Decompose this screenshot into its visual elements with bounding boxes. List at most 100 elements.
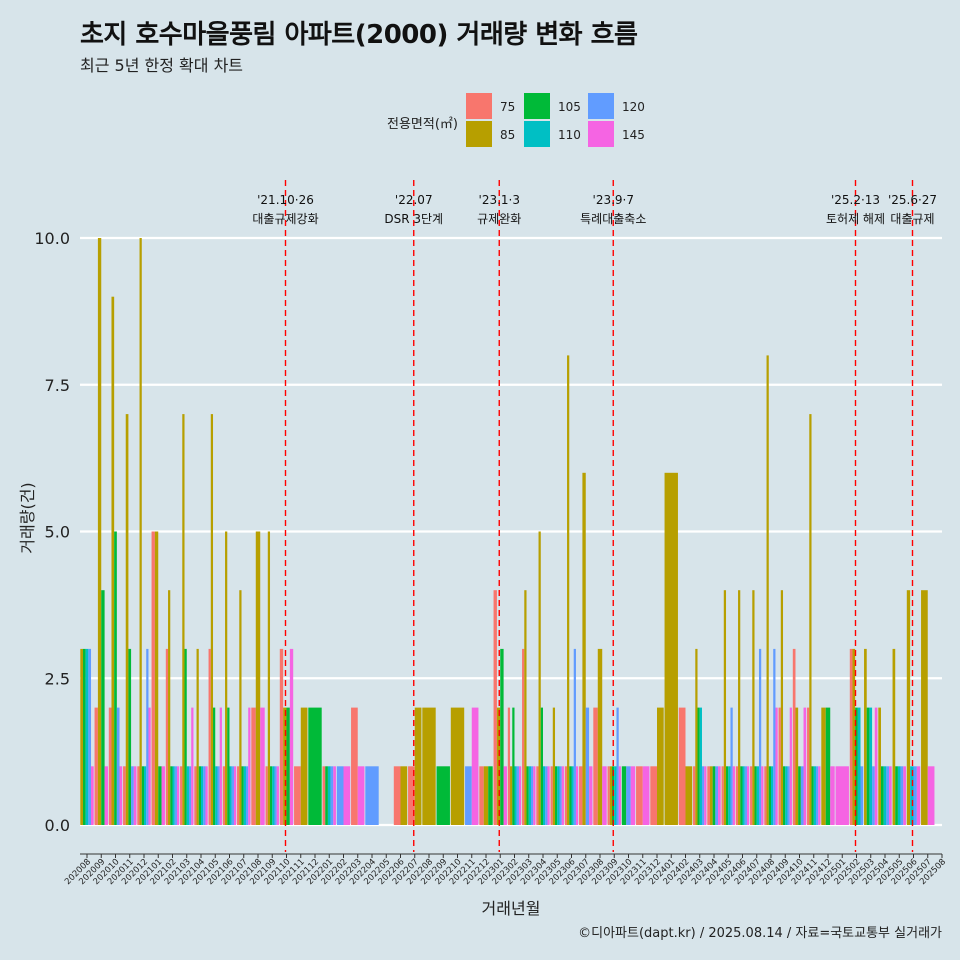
bar xyxy=(813,766,816,825)
y-tick-label: 2.5 xyxy=(45,669,70,688)
bar xyxy=(756,766,759,825)
bar xyxy=(260,707,265,825)
bar xyxy=(101,590,105,825)
bar xyxy=(789,707,792,825)
y-axis-title: 거래량(건) xyxy=(18,482,37,553)
bar xyxy=(699,707,702,825)
bar xyxy=(133,766,137,825)
event-date-label: '21.10·26 xyxy=(257,193,314,207)
bar xyxy=(289,648,294,825)
bar xyxy=(903,766,906,825)
bar xyxy=(773,648,776,825)
bar xyxy=(188,766,192,825)
event-date-label: '23.1·3 xyxy=(479,193,520,207)
bar xyxy=(758,648,762,825)
bar xyxy=(528,766,531,825)
bar xyxy=(913,766,917,825)
bar xyxy=(123,766,126,825)
bar xyxy=(500,648,504,825)
bar xyxy=(325,766,328,825)
bar xyxy=(880,766,884,825)
bar xyxy=(526,766,529,825)
bar xyxy=(787,766,790,825)
bar xyxy=(239,590,242,825)
bar xyxy=(365,766,379,825)
bar xyxy=(219,707,222,825)
event-name-label: DSR 3단계 xyxy=(384,212,443,226)
bar xyxy=(170,766,173,825)
bar xyxy=(148,707,151,825)
bar xyxy=(465,766,472,825)
bar xyxy=(754,766,757,825)
bar xyxy=(730,707,733,825)
bar xyxy=(343,766,351,825)
legend-swatch-85 xyxy=(466,121,492,147)
bar xyxy=(571,766,574,825)
bar xyxy=(609,766,613,825)
bar xyxy=(82,648,86,825)
bar xyxy=(510,766,513,825)
bar xyxy=(471,707,479,825)
bar xyxy=(151,531,155,825)
bar xyxy=(795,707,799,825)
event-name-label: 대출규제강화 xyxy=(252,212,318,226)
bar xyxy=(503,766,507,825)
bar xyxy=(496,707,501,825)
bar xyxy=(830,766,835,825)
bar xyxy=(116,707,120,825)
bar xyxy=(119,766,123,825)
bar xyxy=(723,590,727,825)
bar xyxy=(270,766,273,825)
bar xyxy=(569,766,572,825)
bar xyxy=(874,707,878,825)
bar xyxy=(213,707,216,825)
event-date-label: '23.9·7 xyxy=(593,193,634,207)
bar xyxy=(678,707,686,825)
bar xyxy=(184,648,187,825)
bar xyxy=(726,766,729,825)
bar xyxy=(732,766,735,825)
bar xyxy=(286,707,290,825)
bar xyxy=(771,766,774,825)
legend-label-105: 105 xyxy=(558,100,581,114)
bar xyxy=(626,766,631,825)
chart-subtitle: 최근 5년 한정 확대 차트 xyxy=(80,56,244,75)
legend-swatch-105 xyxy=(524,93,550,119)
bar xyxy=(855,707,858,825)
bar xyxy=(800,766,804,825)
bar xyxy=(575,766,579,825)
bar xyxy=(483,766,489,825)
bar xyxy=(555,766,558,825)
bar xyxy=(892,648,896,825)
bar xyxy=(778,707,781,825)
bar xyxy=(137,766,140,825)
bar xyxy=(614,766,617,825)
bar xyxy=(88,648,92,825)
bar xyxy=(276,766,279,825)
bar xyxy=(835,766,849,825)
bar xyxy=(104,766,108,825)
bar xyxy=(114,531,117,825)
bar xyxy=(740,766,743,825)
bar xyxy=(750,766,753,825)
event-date-label: '25.2·13 xyxy=(831,193,880,207)
bar xyxy=(783,766,786,825)
bar xyxy=(141,766,144,825)
legend-label-145: 145 xyxy=(622,128,645,142)
bar xyxy=(144,766,147,825)
bar xyxy=(701,766,705,825)
bar xyxy=(895,766,898,825)
bar xyxy=(550,766,553,825)
legend-label-110: 110 xyxy=(558,128,581,142)
bar xyxy=(165,648,169,825)
chart-title: 초지 호수마을풍림 아파트(2000) 거래량 변화 흐름 xyxy=(80,20,638,50)
bar xyxy=(664,472,678,825)
bar xyxy=(704,766,707,825)
bar xyxy=(900,766,904,825)
bar xyxy=(712,766,716,825)
bar xyxy=(139,238,142,825)
bar xyxy=(111,296,115,825)
legend-swatch-75 xyxy=(466,93,492,119)
bar xyxy=(436,766,450,825)
